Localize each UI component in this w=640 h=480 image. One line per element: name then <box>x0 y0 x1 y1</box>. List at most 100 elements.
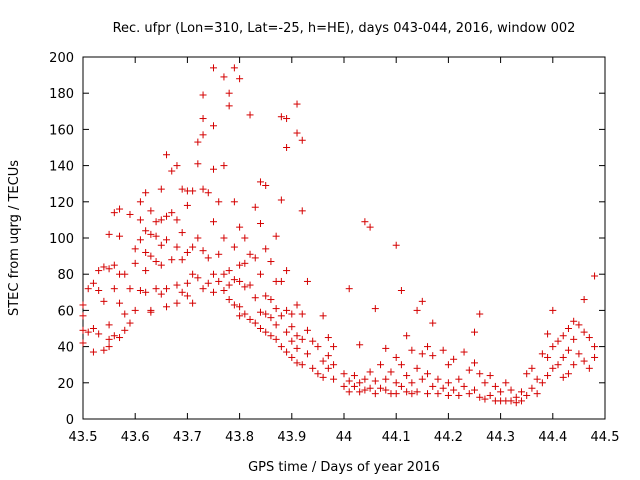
data-point <box>173 281 181 289</box>
data-point <box>277 343 285 351</box>
data-point <box>580 328 588 336</box>
data-point <box>163 151 171 159</box>
data-point <box>330 343 338 351</box>
data-point <box>319 357 327 365</box>
data-point <box>471 386 478 394</box>
data-point <box>314 343 322 351</box>
data-point <box>591 343 599 351</box>
data-point <box>121 270 129 278</box>
data-point <box>126 210 134 218</box>
data-point <box>178 256 186 264</box>
data-point <box>424 390 432 398</box>
data-point <box>178 229 186 237</box>
data-point <box>215 198 223 206</box>
data-point <box>465 390 473 398</box>
data-point <box>544 353 552 361</box>
data-point <box>387 368 395 376</box>
data-point <box>210 122 217 130</box>
data-point <box>110 209 118 217</box>
data-point <box>298 207 306 215</box>
data-point <box>512 399 520 407</box>
data-point <box>89 325 97 332</box>
data-point <box>126 319 134 327</box>
data-point <box>277 196 285 204</box>
data-point <box>309 337 317 345</box>
data-point <box>382 375 390 383</box>
data-point <box>319 312 327 320</box>
data-point <box>210 270 217 278</box>
data-point <box>444 391 452 399</box>
data-point <box>533 375 541 383</box>
data-point <box>105 343 113 351</box>
data-point <box>163 303 171 311</box>
data-point <box>476 370 484 378</box>
data-point <box>225 89 233 97</box>
data-point <box>283 115 291 123</box>
data-point <box>356 388 364 396</box>
data-point <box>79 339 87 347</box>
data-point <box>486 372 494 380</box>
data-point <box>444 361 452 369</box>
x-axis-ticks: 43.5 43.6 43.7 43.8 43.9 44 44.1 44.2 44.3 44.4 44… <box>69 57 619 445</box>
data-point <box>272 305 280 313</box>
data-point <box>100 263 108 271</box>
data-point <box>194 160 202 168</box>
data-point <box>163 285 171 293</box>
data-point <box>116 334 124 342</box>
data-point <box>256 270 264 278</box>
data-point <box>559 353 567 361</box>
data-point <box>476 393 484 401</box>
data-point <box>564 346 572 354</box>
data-point <box>136 236 144 244</box>
data-point <box>236 303 244 311</box>
data-point <box>168 256 176 264</box>
data-point <box>277 312 285 320</box>
data-point <box>142 288 150 296</box>
data-point <box>392 353 400 361</box>
data-point <box>199 185 207 193</box>
data-point <box>220 286 228 294</box>
y-axis-ticks: 0 20 40 60 80 100 120 140 160 180 200 <box>49 51 605 428</box>
data-point <box>382 386 390 394</box>
data-point <box>330 375 338 383</box>
data-point <box>110 332 118 340</box>
data-point <box>210 165 217 173</box>
data-point <box>303 326 311 334</box>
data-point <box>100 297 108 305</box>
x-tick-label: 43.6 <box>121 430 150 445</box>
data-point <box>173 162 181 170</box>
data-point <box>183 201 191 209</box>
data-point <box>199 91 207 99</box>
data-point <box>549 306 557 314</box>
data-point <box>110 285 118 293</box>
data-point <box>523 391 531 399</box>
data-point <box>397 361 405 369</box>
data-point <box>580 357 588 365</box>
data-point <box>497 388 505 396</box>
y-tick-label: 100 <box>49 232 74 247</box>
data-point <box>502 379 510 387</box>
data-point <box>236 261 244 269</box>
data-point <box>350 382 358 390</box>
data-point <box>559 332 567 340</box>
data-point <box>293 301 301 309</box>
data-point <box>194 274 202 282</box>
data-point <box>439 346 447 354</box>
data-point <box>220 270 228 278</box>
data-point <box>236 223 244 231</box>
data-point <box>105 335 113 343</box>
data-point <box>570 361 578 369</box>
data-point <box>84 285 92 293</box>
data-point <box>225 281 233 289</box>
data-point <box>564 370 572 378</box>
data-point <box>403 332 411 340</box>
data-point <box>173 243 181 251</box>
data-point <box>288 337 296 345</box>
data-point <box>570 335 578 343</box>
data-point <box>528 364 536 372</box>
data-point <box>366 223 374 231</box>
data-point <box>397 382 405 390</box>
data-point <box>126 285 134 293</box>
data-point <box>262 245 270 253</box>
data-point <box>277 113 285 121</box>
